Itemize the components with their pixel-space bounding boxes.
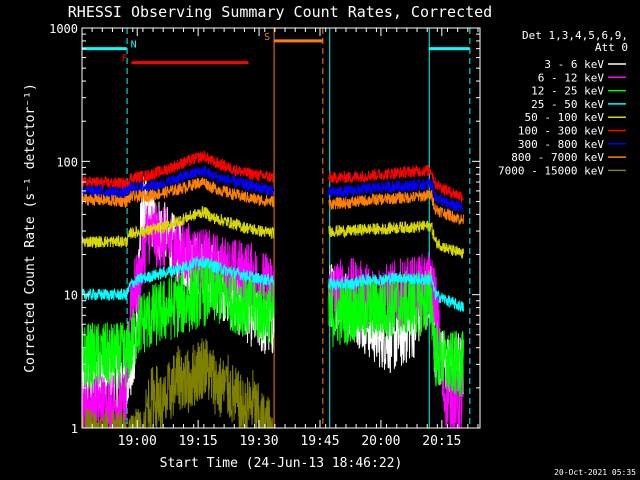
annotation-label-s: S [264,32,270,43]
x-tick-label: 20:00 [361,434,400,449]
legend-label-6-12-kev: 6 - 12 keV [538,71,605,84]
annotation-label-n: N [131,40,137,51]
series-100-300-kev [81,150,464,203]
x-axis-label: Start Time (24-Jun-13 18:46:22) [160,456,403,471]
x-tick-label: 19:15 [179,434,218,449]
footer-timestamp: 20-Oct-2021 05:35 [554,468,636,477]
legend-label-300-800-kev: 300 - 800 keV [518,138,604,151]
chart-title: RHESSI Observing Summary Count Rates, Co… [68,3,492,21]
legend-label-100-300-kev: 100 - 300 keV [518,125,604,138]
series-300-800-kev [81,166,464,214]
y-tick-label: 1000 [49,22,78,36]
legend-title-line: Det 1,3,4,5,6,9, [522,29,628,42]
y-axis-label: Corrected Count Rate (s⁻¹ detector⁻¹) [23,83,38,373]
legend-label-12-25-kev: 12 - 25 keV [531,85,604,98]
legend-label-25-50-kev: 25 - 50 keV [531,98,604,111]
series-25-50-kev [81,255,464,312]
annotation-label-f: F [122,54,128,65]
series-800-7000-kev [81,177,464,226]
plot-frame [81,27,481,429]
x-tick-label: 19:45 [300,434,339,449]
x-tick-label: 20:15 [422,434,461,449]
y-tick-label: 10 [64,289,78,303]
legend-label-3-6-kev: 3 - 6 keV [544,58,604,71]
x-tick-label: 19:00 [118,434,157,449]
legend-label-7000-15000-kev: 7000 - 15000 keV [498,164,604,177]
legend-label-50-100-kev: 50 - 100 keV [525,111,605,124]
legend-label-800-7000-kev: 800 - 7000 keV [511,151,604,164]
y-tick-label: 100 [56,155,78,169]
x-tick-label: 19:30 [239,434,278,449]
y-tick-label: 1 [71,422,78,436]
series-50-100-kev [81,206,464,259]
series-7000-15000-kev [82,338,273,430]
legend-title-line: Att 0 [595,41,628,54]
